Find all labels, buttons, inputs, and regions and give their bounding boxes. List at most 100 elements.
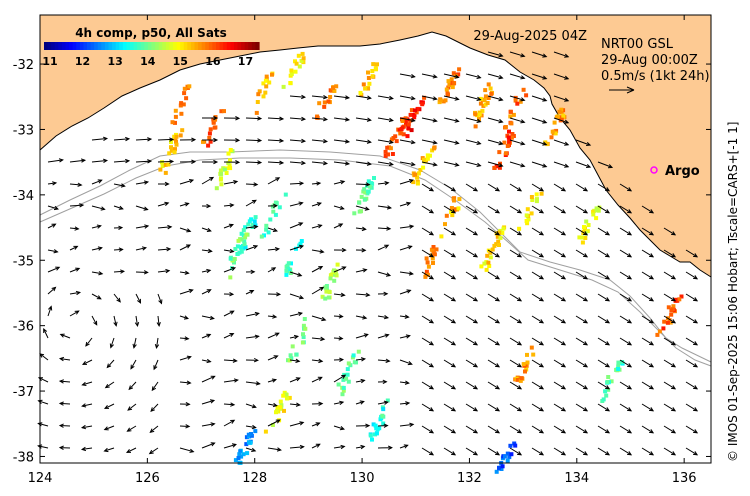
sst-pixel bbox=[281, 84, 286, 89]
current-arrow bbox=[179, 447, 195, 453]
sst-pixel bbox=[432, 146, 436, 151]
current-arrow bbox=[553, 161, 570, 168]
sst-pixel bbox=[530, 198, 535, 202]
current-arrow bbox=[43, 327, 49, 339]
sst-pixel bbox=[497, 165, 502, 170]
current-arrow bbox=[157, 268, 171, 274]
sst-pixel bbox=[671, 304, 676, 309]
sst-pixel bbox=[518, 378, 523, 383]
sst-pixel bbox=[425, 153, 430, 158]
sst-pixel bbox=[492, 243, 497, 248]
current-arrow bbox=[58, 423, 71, 428]
current-arrow bbox=[245, 403, 257, 409]
sst-pixel bbox=[288, 353, 293, 358]
sst-pixel bbox=[482, 98, 487, 103]
sst-pixel bbox=[406, 126, 411, 131]
current-arrow bbox=[399, 444, 409, 449]
current-arrow bbox=[69, 182, 83, 187]
colorbar-segment bbox=[115, 42, 120, 50]
colorbar-segment bbox=[83, 42, 88, 50]
sst-pixel bbox=[609, 379, 614, 384]
current-arrow bbox=[289, 358, 301, 363]
sst-pixel bbox=[263, 90, 268, 95]
sst-pixel bbox=[361, 82, 366, 87]
current-arrow bbox=[158, 181, 170, 187]
sst-pixel bbox=[244, 232, 249, 237]
current-arrow bbox=[106, 359, 115, 369]
current-arrow bbox=[69, 290, 82, 296]
colorbar-segment bbox=[244, 42, 249, 50]
sst-pixel bbox=[299, 239, 304, 243]
sst-pixel bbox=[250, 222, 255, 227]
sst-pixel bbox=[287, 358, 292, 363]
sst-pixel bbox=[264, 84, 269, 89]
sst-pixel bbox=[616, 367, 621, 371]
current-arrow bbox=[487, 73, 504, 80]
current-arrow bbox=[421, 447, 435, 456]
sst-pixel bbox=[298, 241, 303, 246]
current-arrow bbox=[333, 205, 345, 210]
sst-pixel bbox=[282, 408, 286, 413]
sst-pixel bbox=[425, 156, 430, 161]
current-arrow bbox=[289, 160, 307, 166]
current-arrow bbox=[201, 399, 216, 405]
current-arrow bbox=[47, 158, 64, 163]
sst-pixel bbox=[601, 397, 606, 402]
current-arrow bbox=[465, 359, 479, 368]
current-arrow bbox=[619, 403, 633, 412]
sst-pixel bbox=[173, 120, 177, 125]
current-arrow bbox=[663, 271, 677, 280]
colorbar-segment bbox=[72, 42, 77, 50]
current-arrow bbox=[47, 181, 58, 186]
sst-pixel bbox=[238, 244, 243, 249]
sst-pixel bbox=[324, 289, 329, 294]
sst-pixel bbox=[228, 158, 232, 163]
current-arrow bbox=[154, 337, 160, 350]
current-arrow bbox=[575, 381, 589, 390]
current-arrow bbox=[487, 403, 501, 412]
sst-pixel bbox=[212, 125, 217, 130]
sst-pixel bbox=[329, 88, 334, 93]
current-arrow bbox=[487, 425, 501, 434]
current-arrow bbox=[685, 315, 699, 324]
colorbar-segment bbox=[54, 42, 59, 50]
colorbar-segment bbox=[241, 42, 246, 50]
sst-pixel bbox=[591, 212, 596, 217]
current-arrow bbox=[619, 271, 633, 280]
sst-pixel bbox=[515, 377, 520, 382]
sst-pixel bbox=[434, 247, 439, 252]
sst-pixel bbox=[241, 228, 246, 233]
current-arrow bbox=[58, 445, 71, 450]
current-arrow bbox=[443, 205, 457, 214]
current-info-line3: 0.5m/s (1kt 24h) bbox=[601, 69, 710, 84]
current-arrow bbox=[421, 205, 435, 214]
current-arrow bbox=[641, 447, 655, 456]
sst-pixel bbox=[515, 101, 520, 106]
current-arrow bbox=[333, 400, 345, 405]
sst-pixel bbox=[483, 88, 488, 93]
sst-pixel bbox=[507, 455, 512, 460]
sst-pixel bbox=[294, 61, 299, 66]
current-arrow bbox=[465, 403, 479, 412]
sst-pixel bbox=[497, 465, 501, 470]
sst-pixel bbox=[486, 82, 491, 87]
current-arrow bbox=[91, 293, 102, 300]
sst-pixel bbox=[166, 162, 171, 167]
sst-pixel bbox=[278, 405, 282, 410]
sst-pixel bbox=[369, 181, 374, 186]
sst-pixel bbox=[490, 247, 495, 252]
sst-pixel bbox=[179, 111, 184, 116]
sst-pixel bbox=[456, 72, 461, 77]
sst-pixel bbox=[449, 206, 454, 210]
colorbar-segment bbox=[65, 42, 70, 50]
current-arrow bbox=[377, 400, 389, 405]
current-arrow bbox=[289, 334, 300, 340]
sst-pixel bbox=[283, 192, 288, 197]
sst-pixel bbox=[201, 139, 205, 144]
current-arrow bbox=[135, 180, 150, 185]
current-arrow bbox=[267, 227, 278, 232]
current-arrow bbox=[421, 381, 435, 390]
current-arrow bbox=[685, 359, 699, 368]
current-arrow bbox=[47, 305, 53, 317]
current-arrow bbox=[157, 247, 172, 252]
